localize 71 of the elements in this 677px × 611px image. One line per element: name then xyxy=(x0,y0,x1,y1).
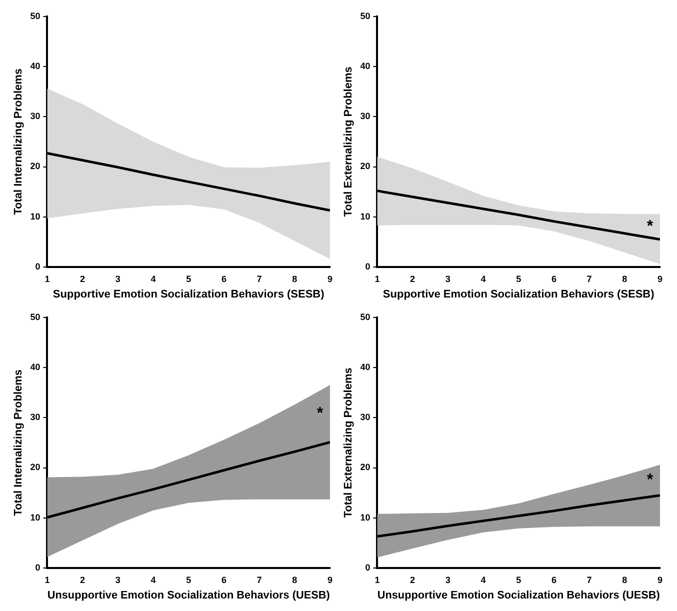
y-tick-label: 0 xyxy=(35,261,40,272)
y-tick-label: 0 xyxy=(365,562,370,572)
x-tick-label: 8 xyxy=(622,274,628,284)
y-axis-title: Total Externalizing Problems xyxy=(342,66,355,217)
y-tick-label: 50 xyxy=(30,10,40,21)
y-tick-label: 20 xyxy=(30,462,40,472)
y-tick-label: 30 xyxy=(30,412,40,422)
x-tick-label: 9 xyxy=(327,274,333,284)
x-tick-label: 7 xyxy=(586,574,592,585)
x-tick-label: 4 xyxy=(150,574,156,585)
x-tick-label: 2 xyxy=(410,274,416,284)
y-tick-label: 10 xyxy=(30,512,40,522)
y-tick-label: 40 xyxy=(360,362,370,372)
y-tick-label: 10 xyxy=(30,211,40,222)
x-tick-label: 2 xyxy=(80,274,86,284)
y-tick-label: 50 xyxy=(360,312,370,322)
y-tick-label: 20 xyxy=(30,161,40,172)
annotation: * xyxy=(316,405,324,422)
y-tick-label: 40 xyxy=(360,61,370,72)
x-tick-label: 3 xyxy=(445,574,450,585)
x-tick-label: 5 xyxy=(516,574,522,585)
y-tick-label: 0 xyxy=(35,562,40,572)
x-axis-title: Unsupportive Emotion Socialization Behaviors (UESB) xyxy=(47,589,330,602)
x-tick-label: 5 xyxy=(186,574,192,585)
y-axis-title: Total Internalizing Problems xyxy=(12,68,25,215)
x-tick-label: 2 xyxy=(80,574,86,585)
y-tick-label: 50 xyxy=(30,312,40,322)
x-tick-label: 4 xyxy=(480,274,486,284)
x-tick-label: 2 xyxy=(410,574,416,585)
x-tick-label: 4 xyxy=(480,574,486,585)
x-tick-label: 7 xyxy=(586,274,592,284)
x-tick-label: 1 xyxy=(374,274,380,284)
x-tick-label: 1 xyxy=(44,574,50,585)
x-tick-label: 3 xyxy=(115,274,120,284)
x-tick-label: 3 xyxy=(115,574,120,585)
x-tick-label: 6 xyxy=(551,274,556,284)
x-tick-label: 6 xyxy=(221,274,226,284)
x-tick-label: 4 xyxy=(150,274,156,284)
x-tick-label: 6 xyxy=(551,574,556,585)
annotation: * xyxy=(646,218,654,236)
x-tick-label: 9 xyxy=(657,574,663,585)
y-tick-label: 30 xyxy=(360,412,370,422)
x-tick-label: 7 xyxy=(256,574,262,585)
y-axis-title: Total Externalizing Problems xyxy=(342,368,355,518)
y-tick-label: 20 xyxy=(360,161,370,172)
x-tick-label: 7 xyxy=(256,274,262,284)
x-tick-label: 1 xyxy=(374,574,380,585)
y-tick-label: 0 xyxy=(365,261,370,272)
x-tick-label: 6 xyxy=(221,574,226,585)
x-axis-title: Supportive Emotion Socialization Behaviors (SESB) xyxy=(382,288,655,300)
y-tick-label: 50 xyxy=(360,10,370,21)
x-tick-label: 8 xyxy=(292,274,298,284)
y-tick-label: 10 xyxy=(360,512,370,522)
x-tick-label: 3 xyxy=(445,274,450,284)
y-tick-label: 40 xyxy=(30,362,40,372)
y-axis-title: Total Internalizing Problems xyxy=(12,369,25,516)
x-tick-label: 8 xyxy=(622,574,628,585)
x-tick-label: 8 xyxy=(292,574,298,585)
x-tick-label: 1 xyxy=(44,274,50,284)
y-tick-label: 40 xyxy=(30,61,40,72)
y-tick-label: 10 xyxy=(360,211,370,222)
y-tick-label: 30 xyxy=(360,111,370,122)
x-tick-label: 9 xyxy=(657,274,663,284)
y-tick-label: 30 xyxy=(30,111,40,122)
x-tick-label: 9 xyxy=(327,574,333,585)
x-tick-label: 5 xyxy=(186,274,192,284)
x-axis-title: Unsupportive Emotion Socialization Behaviors (UESB) xyxy=(377,589,660,602)
x-tick-label: 5 xyxy=(516,274,522,284)
y-tick-label: 20 xyxy=(360,462,370,472)
x-axis-title: Supportive Emotion Socialization Behaviors (SESB) xyxy=(52,288,325,300)
annotation: * xyxy=(646,471,654,488)
